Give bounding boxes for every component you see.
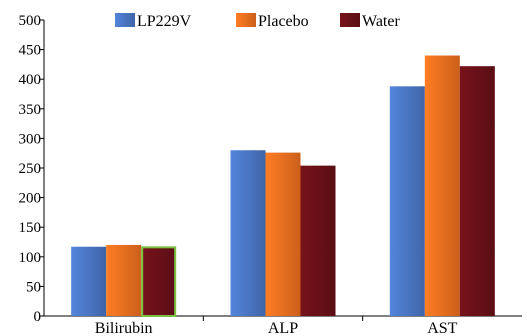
y-tick-label: 500 [19,13,42,29]
y-tick-label: 0 [34,309,42,325]
y-tick-label: 450 [19,43,42,59]
legend-label-placebo: Placebo [258,13,309,30]
legend-swatch-placebo [236,13,256,27]
x-category-label: ALP [268,320,298,336]
x-category-label: AST [427,320,457,336]
bar-placebo-alp [266,153,301,316]
y-tick-label: 350 [19,102,42,118]
y-tick-label: 400 [19,72,42,88]
bar-water-ast [460,66,495,316]
x-category-label: Bilirubin [95,320,153,336]
bars [71,56,495,316]
bar-lp229v-bilirubin [71,247,106,316]
y-tick-label: 200 [19,191,42,207]
x-axis: Bilirubin ALP AST [44,316,522,336]
bar-placebo-ast [425,56,460,316]
legend-label-lp229v: LP229V [137,13,192,30]
y-tick-label: 150 [19,220,42,236]
y-tick-label: 250 [19,161,42,177]
bar-water-bilirubin [142,247,175,316]
y-axis: 0 50 100 150 200 250 300 350 400 450 500 [19,13,45,325]
legend-swatch-lp229v [115,13,135,27]
y-tick-label: 100 [19,250,42,266]
bar-water-alp [301,166,336,316]
bar-placebo-bilirubin [106,245,141,316]
y-tick-label: 300 [19,131,42,147]
legend-swatch-water [340,13,360,27]
bar-lp229v-ast [390,86,425,316]
bar-lp229v-alp [231,150,266,316]
legend: LP229V Placebo Water [115,13,400,30]
y-tick-label: 50 [26,279,41,295]
legend-label-water: Water [362,13,400,30]
